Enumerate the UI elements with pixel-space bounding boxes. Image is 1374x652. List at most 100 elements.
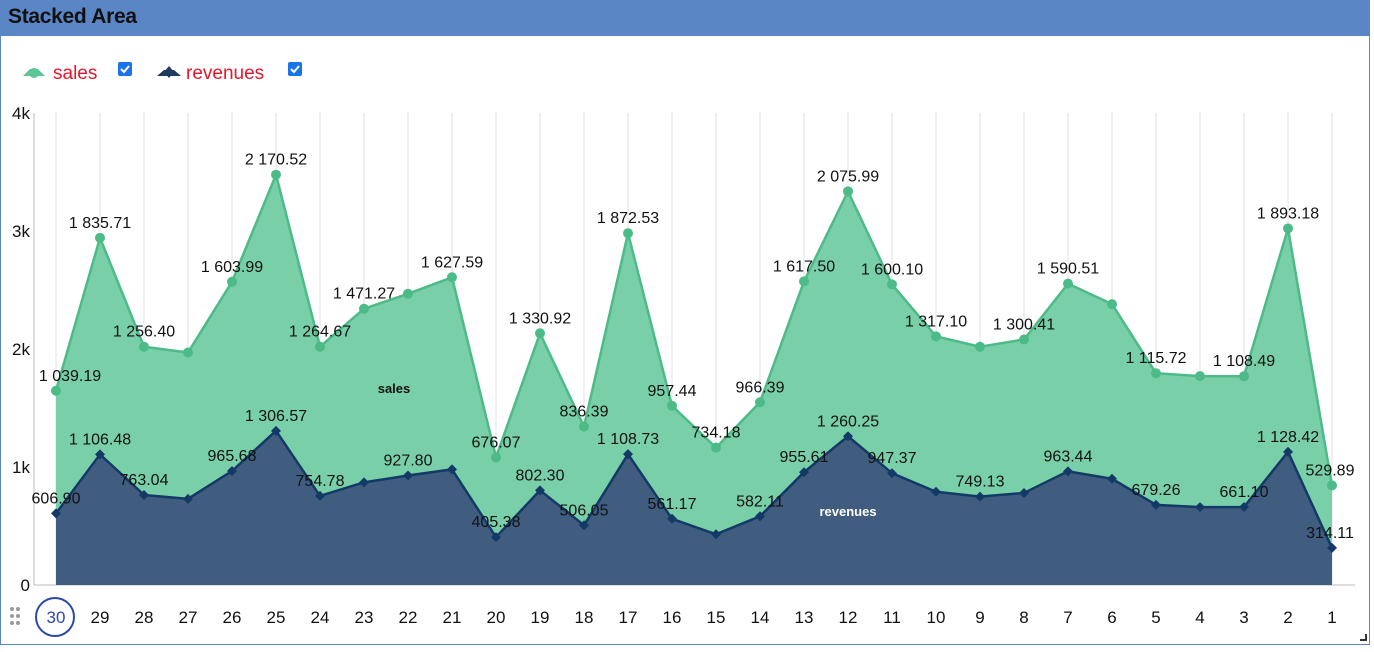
revenues-point (447, 464, 457, 475)
revenues-data-label: 749.13 (956, 474, 1005, 491)
legend-label-revenues: revenues (186, 63, 265, 84)
revenues-data-label: 679.26 (1132, 482, 1181, 499)
x-tick-label: 12 (839, 608, 858, 627)
resize-corner-icon[interactable] (1358, 632, 1368, 642)
revenues-data-label: 1 128.42 (1257, 429, 1319, 446)
sales-point (1239, 371, 1249, 382)
sales-point (1283, 223, 1293, 234)
legend-checkbox-sales[interactable] (118, 62, 132, 76)
selected-category-ring[interactable] (35, 597, 75, 637)
sales-data-label: 1 893.18 (1257, 205, 1319, 222)
revenues-area-annotation: revenues (819, 504, 876, 519)
revenues-point (931, 486, 941, 497)
drag-handle-icon[interactable] (9, 606, 21, 626)
sales-data-label: 1 330.92 (509, 310, 571, 327)
x-tick-label: 6 (1107, 608, 1116, 627)
x-tick-label: 22 (399, 608, 418, 627)
sales-point (227, 276, 237, 287)
revenues-point (359, 477, 369, 488)
check-icon (120, 65, 130, 74)
revenues-point (227, 466, 237, 477)
revenues-marker-icon (157, 66, 181, 78)
sales-data-label: 1 872.53 (597, 210, 659, 227)
revenues-data-label: 1 306.57 (245, 408, 307, 425)
x-tick-label: 20 (487, 608, 506, 627)
check-icon (290, 65, 300, 74)
x-tick-label: 27 (179, 608, 198, 627)
revenues-point (1019, 487, 1029, 498)
x-tick-label: 3 (1239, 608, 1248, 627)
x-tick-label: 23 (355, 608, 374, 627)
revenues-data-label: 955.61 (780, 449, 829, 466)
sales-data-label: 1 256.40 (113, 324, 175, 341)
x-tick-label: 19 (531, 608, 550, 627)
revenues-point (1195, 502, 1205, 513)
revenues-point (711, 529, 721, 540)
sales-data-label: 966.39 (736, 379, 785, 396)
revenues-data-label: 802.30 (516, 467, 565, 484)
revenues-point (1239, 501, 1249, 512)
sales-point (1063, 278, 1073, 289)
x-tick-label: 7 (1063, 608, 1072, 627)
x-tick-label: 15 (707, 608, 726, 627)
sales-point (183, 347, 193, 358)
sales-point (1327, 480, 1337, 491)
revenues-point (887, 468, 897, 479)
revenues-point (315, 490, 325, 501)
x-tick-label: 9 (975, 608, 984, 627)
sales-point (843, 186, 853, 197)
revenues-data-label: 1 106.48 (69, 431, 131, 448)
sales-point (51, 385, 61, 396)
sales-data-label: 676.07 (472, 434, 521, 451)
revenues-point (51, 508, 61, 519)
sales-data-label: 1 835.71 (69, 215, 131, 232)
revenues-data-label: 561.17 (648, 496, 697, 513)
revenues-point (579, 520, 589, 531)
legend-label-sales: sales (53, 63, 98, 84)
sales-point (491, 452, 501, 463)
y-tick-label: 1k (12, 458, 30, 477)
sales-marker-icon (23, 68, 45, 78)
sales-point (359, 303, 369, 314)
x-tick-label: 4 (1195, 608, 1204, 627)
sales-data-label: 1 590.51 (1037, 261, 1099, 278)
sales-data-label: 1 627.59 (421, 254, 483, 271)
sales-point (623, 228, 633, 239)
x-tick-label: 8 (1019, 608, 1028, 627)
revenues-data-label: 763.04 (120, 472, 169, 489)
x-tick-label: 1 (1327, 608, 1336, 627)
revenues-data-label: 314.11 (1306, 525, 1354, 542)
sales-data-label: 1 108.49 (1213, 353, 1275, 370)
sales-point (1107, 299, 1117, 310)
sales-point (1019, 334, 1029, 345)
sales-data-label: 836.39 (560, 404, 609, 421)
revenues-area (56, 430, 1332, 585)
x-tick-label: 24 (311, 608, 330, 627)
revenues-data-label: 606.90 (32, 490, 81, 507)
sales-point (1195, 371, 1205, 382)
revenues-point (975, 491, 985, 502)
revenues-data-label: 506.05 (560, 502, 609, 519)
x-tick-label: 29 (91, 608, 110, 627)
revenues-point (623, 449, 633, 460)
legend-checkbox-revenues[interactable] (288, 62, 302, 76)
revenues-point (183, 493, 193, 504)
sales-data-label: 2 170.52 (245, 152, 307, 169)
revenues-data-label: 965.68 (208, 448, 257, 465)
sales-data-label: 1 603.99 (201, 259, 263, 276)
revenues-data-label: 754.78 (296, 473, 345, 490)
title-bar: Stacked Area (0, 0, 1370, 36)
sales-point (271, 169, 281, 180)
revenues-point (1283, 446, 1293, 457)
revenues-point (799, 467, 809, 478)
sales-data-label: 1 264.67 (289, 324, 351, 341)
revenues-point (1151, 499, 1161, 510)
sales-point (799, 276, 809, 287)
x-tick-label: 11 (883, 608, 901, 627)
revenues-point (271, 425, 281, 436)
revenues-data-label: 405.38 (472, 514, 521, 531)
revenues-data-label: 963.44 (1044, 448, 1093, 465)
revenues-data-label: 1 260.25 (817, 413, 879, 430)
revenues-point (491, 532, 501, 543)
revenues-point (403, 470, 413, 481)
